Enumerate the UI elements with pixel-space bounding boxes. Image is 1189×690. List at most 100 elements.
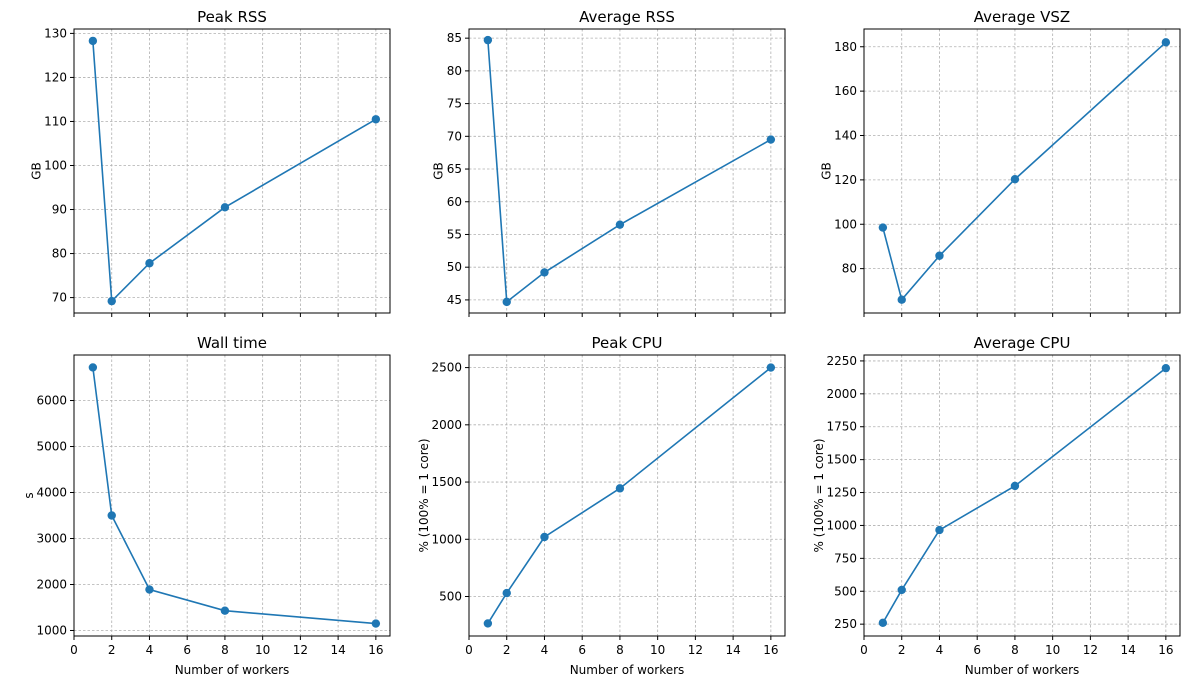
x-tick-label: 16 <box>1158 643 1173 657</box>
data-point <box>483 35 493 45</box>
y-tick-label: 80 <box>842 262 857 276</box>
y-tick-label: 75 <box>447 97 462 111</box>
data-point <box>540 532 549 542</box>
y-tick-label: 500 <box>439 590 462 604</box>
data-point <box>1161 38 1171 47</box>
y-tick-label: 1000 <box>826 518 857 532</box>
x-tick-label: 12 <box>688 643 703 657</box>
y-tick-label: 250 <box>834 617 857 631</box>
y-tick-label: 2000 <box>431 418 462 432</box>
x-tick-label: 0 <box>465 643 473 657</box>
chart-title: Average CPU <box>974 334 1071 352</box>
y-tick-label: 1500 <box>826 453 857 467</box>
data-point <box>502 588 511 598</box>
y-tick-label: 55 <box>447 227 462 241</box>
x-tick-label: 14 <box>1120 643 1135 657</box>
y-tick-label: 160 <box>834 84 857 98</box>
x-tick-label: 10 <box>255 643 270 657</box>
y-tick-label: 120 <box>44 70 67 84</box>
y-tick-label: 45 <box>447 293 462 307</box>
y-axis-label: GB <box>819 162 833 180</box>
x-tick-label: 16 <box>368 643 383 657</box>
panel-4: 0 2 4 6 8 10 12 14 16 500 1000 1500 2000 2500 Peak CPU… <box>417 334 786 677</box>
y-tick-label: 85 <box>447 31 462 45</box>
data-point <box>371 115 381 124</box>
series-line <box>487 366 772 624</box>
y-tick-label: 4000 <box>36 486 67 500</box>
y-tick-label: 2500 <box>431 361 462 375</box>
x-tick-label: 8 <box>616 643 624 657</box>
data-point <box>1161 363 1171 373</box>
data-point <box>220 203 230 212</box>
x-tick-label: 14 <box>725 643 740 657</box>
y-tick-label: 5000 <box>36 440 67 454</box>
data-point <box>107 296 116 306</box>
axes-frame <box>863 354 1181 637</box>
x-tick-label: 12 <box>1083 643 1098 657</box>
data-point <box>766 135 776 144</box>
data-point <box>540 268 549 277</box>
chart-title: Peak CPU <box>592 334 663 352</box>
y-tick-label: 2250 <box>826 354 857 368</box>
y-tick-label: 180 <box>834 40 857 54</box>
y-tick-label: 65 <box>447 162 462 176</box>
chart-title: Wall time <box>197 334 267 352</box>
data-point <box>1010 481 1020 491</box>
y-tick-label: 100 <box>44 158 67 172</box>
y-tick-label: 100 <box>834 217 857 231</box>
y-axis-label: GB <box>432 162 446 180</box>
x-tick-label: 2 <box>898 643 906 657</box>
y-tick-label: 80 <box>447 64 462 78</box>
x-tick-label: 14 <box>330 643 345 657</box>
data-point <box>220 606 230 615</box>
series-line <box>882 367 1167 624</box>
x-tick-label: 8 <box>1011 643 1019 657</box>
y-tick-label: 2000 <box>36 577 67 591</box>
panel-0: 70 80 90 100 110 120 130 Peak RSS GB <box>29 8 391 317</box>
y-tick-label: 1750 <box>826 420 857 434</box>
y-tick-label: 750 <box>834 551 857 565</box>
chart-title: Average VSZ <box>974 8 1070 26</box>
y-tick-label: 70 <box>447 129 462 143</box>
chart-title: Average RSS <box>579 8 675 26</box>
x-tick-label: 12 <box>293 643 308 657</box>
data-point <box>615 220 625 229</box>
x-tick-label: 16 <box>763 643 778 657</box>
panel-2: 80 100 120 140 160 180 Average VSZ GB <box>819 8 1181 317</box>
data-point <box>615 484 625 493</box>
data-point <box>878 223 888 232</box>
y-axis-label: GB <box>29 162 43 180</box>
data-point <box>483 619 493 628</box>
x-tick-label: 6 <box>973 643 981 657</box>
x-tick-label: 2 <box>108 643 116 657</box>
y-tick-label: 6000 <box>36 394 67 408</box>
x-axis-label: Number of workers <box>570 663 685 677</box>
x-tick-label: 4 <box>936 643 944 657</box>
y-tick-label: 130 <box>44 26 67 40</box>
x-tick-label: 2 <box>503 643 511 657</box>
axes-frame <box>468 28 786 314</box>
y-tick-label: 80 <box>52 247 67 261</box>
panel-3: 0 2 4 6 8 10 12 14 16 1000 2000 3000 4000 5000 6000 Wal… <box>22 334 391 677</box>
y-tick-label: 110 <box>44 114 67 128</box>
data-point <box>935 251 944 260</box>
data-point <box>107 511 116 520</box>
axes-frame <box>468 354 786 637</box>
y-tick-label: 1250 <box>826 486 857 500</box>
data-point <box>897 295 906 304</box>
y-tick-label: 3000 <box>36 532 67 546</box>
data-point <box>878 618 888 628</box>
chart-title: Peak RSS <box>197 8 267 26</box>
data-point <box>145 259 154 268</box>
y-tick-label: 70 <box>52 291 67 305</box>
x-tick-label: 0 <box>860 643 868 657</box>
series-line <box>92 367 376 625</box>
x-tick-label: 0 <box>70 643 78 657</box>
y-tick-label: 120 <box>834 173 857 187</box>
data-point <box>766 363 776 372</box>
x-tick-label: 4 <box>541 643 549 657</box>
x-tick-label: 8 <box>221 643 229 657</box>
y-axis-label: % (100% = 1 core) <box>417 438 431 552</box>
data-point <box>502 297 511 307</box>
